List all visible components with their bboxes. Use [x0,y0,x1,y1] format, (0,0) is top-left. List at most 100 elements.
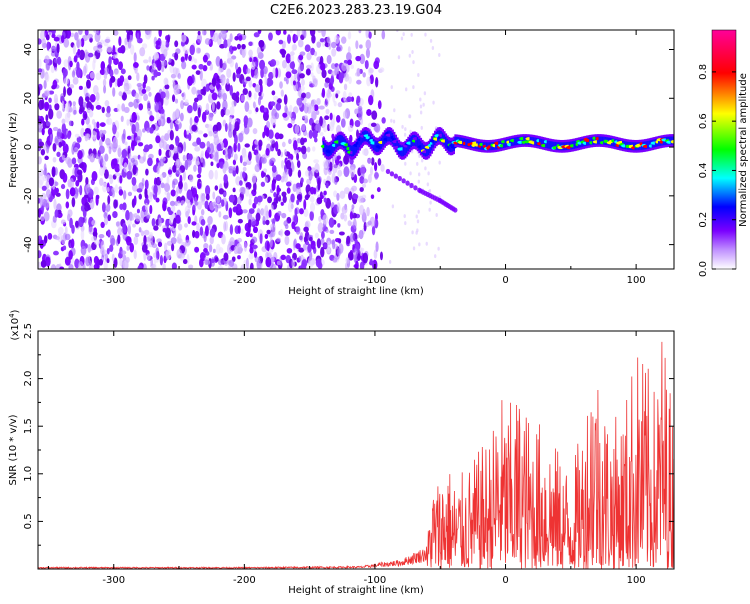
heatmap-cell [235,95,240,104]
heatmap-cell [362,148,368,156]
heatmap-cell [310,47,316,56]
heatmap-cell [268,32,273,41]
heatmap-cell [347,46,351,53]
heatmap-cell [131,140,135,152]
heatmap-cell [328,217,335,228]
heatmap-cell [168,58,172,63]
heatmap-cell [127,224,132,235]
heatmap-cell [285,71,292,79]
heatmap-cell [171,243,175,252]
heatmap-cell [237,142,241,153]
heatmap-cell [298,87,302,98]
heatmap-cell [385,131,388,143]
heatmap-cell [540,138,543,147]
heatmap-cell [352,193,359,200]
heatmap-cell [250,61,256,70]
heatmap-cell [54,103,60,111]
heatmap-cell [401,145,404,157]
heatmap-cell [149,127,154,134]
heatmap-cell [352,218,357,230]
heatmap-cell [69,187,76,197]
heatmap-cell [316,41,322,48]
heatmap-cell [262,157,267,164]
heatmap-cell [80,205,85,212]
y-tick-label: 0 [23,144,34,150]
heatmap-cell [361,183,367,188]
heatmap-cell [294,34,299,42]
heatmap-cell [405,180,410,186]
heatmap-cell [153,101,159,113]
heatmap-cell [194,201,199,206]
heatmap-cell [226,68,232,79]
heatmap-cell [127,39,132,49]
heatmap-cell [41,128,45,136]
heatmap-cell [301,78,305,86]
heatmap-cell [287,34,291,44]
x-tick-label: -200 [233,575,256,586]
heatmap-cell [417,209,420,214]
heatmap-cell [504,139,507,148]
heatmap-cell [234,134,238,145]
heatmap-cell [270,204,274,211]
heatmap-cell [78,30,83,36]
heatmap-cell [127,75,132,81]
heatmap-cell [194,146,201,152]
heatmap-cell [159,174,164,182]
heatmap-cell [348,191,353,201]
heatmap-cell [317,179,321,191]
heatmap-cell [278,39,284,45]
heatmap-cell [160,135,165,143]
heatmap-cell [116,103,121,113]
heatmap-cell [358,30,362,34]
heatmap-cell [350,96,355,102]
x-tick-label: -300 [102,575,125,586]
heatmap-cell [324,99,329,107]
heatmap-cell [85,127,91,134]
heatmap-cell [227,51,232,60]
heatmap-cell [332,92,336,103]
heatmap-cell [221,30,227,35]
heatmap-cell [217,265,224,269]
heatmap-cell [374,162,378,172]
heatmap-cell [117,147,122,158]
heatmap-cell [267,196,273,204]
heatmap-cell [58,141,63,148]
heatmap-cell [243,121,248,129]
heatmap-cell [397,55,401,60]
heatmap-cell [202,54,208,63]
heatmap-cell [266,77,272,87]
heatmap-cell [112,30,119,36]
colorbar-tick-label: 0.6 [698,113,709,129]
heatmap-cell [282,112,288,118]
heatmap-cell [183,170,186,181]
heatmap-cell [53,250,59,256]
heatmap-cell [145,85,151,92]
heatmap-cell [103,216,109,226]
heatmap-cell [404,161,407,166]
x-tick-label: 0 [502,275,508,286]
heatmap-cell [336,115,341,123]
heatmap-cell [280,160,285,169]
heatmap-cell [157,241,163,248]
heatmap-cell [284,148,287,156]
heatmap-cell [91,219,97,226]
heatmap-cell [204,259,209,265]
heatmap-cell [454,136,457,145]
heatmap-cell [309,186,315,195]
heatmap-cell [172,164,177,173]
heatmap-cell [333,190,338,198]
heatmap-cell [68,106,73,113]
heatmap-cell [242,209,248,214]
heatmap-cell [208,244,213,253]
heatmap-cell [343,187,350,195]
heatmap-cell [280,49,287,56]
heatmap-cell [160,40,167,47]
heatmap-cell [318,105,325,110]
heatmap-cell [193,164,197,172]
heatmap-cell [216,143,222,152]
heatmap-cell [210,257,216,267]
x-tick-label: -300 [102,275,125,286]
heatmap-cell [331,159,335,166]
heatmap-cell [321,69,327,79]
